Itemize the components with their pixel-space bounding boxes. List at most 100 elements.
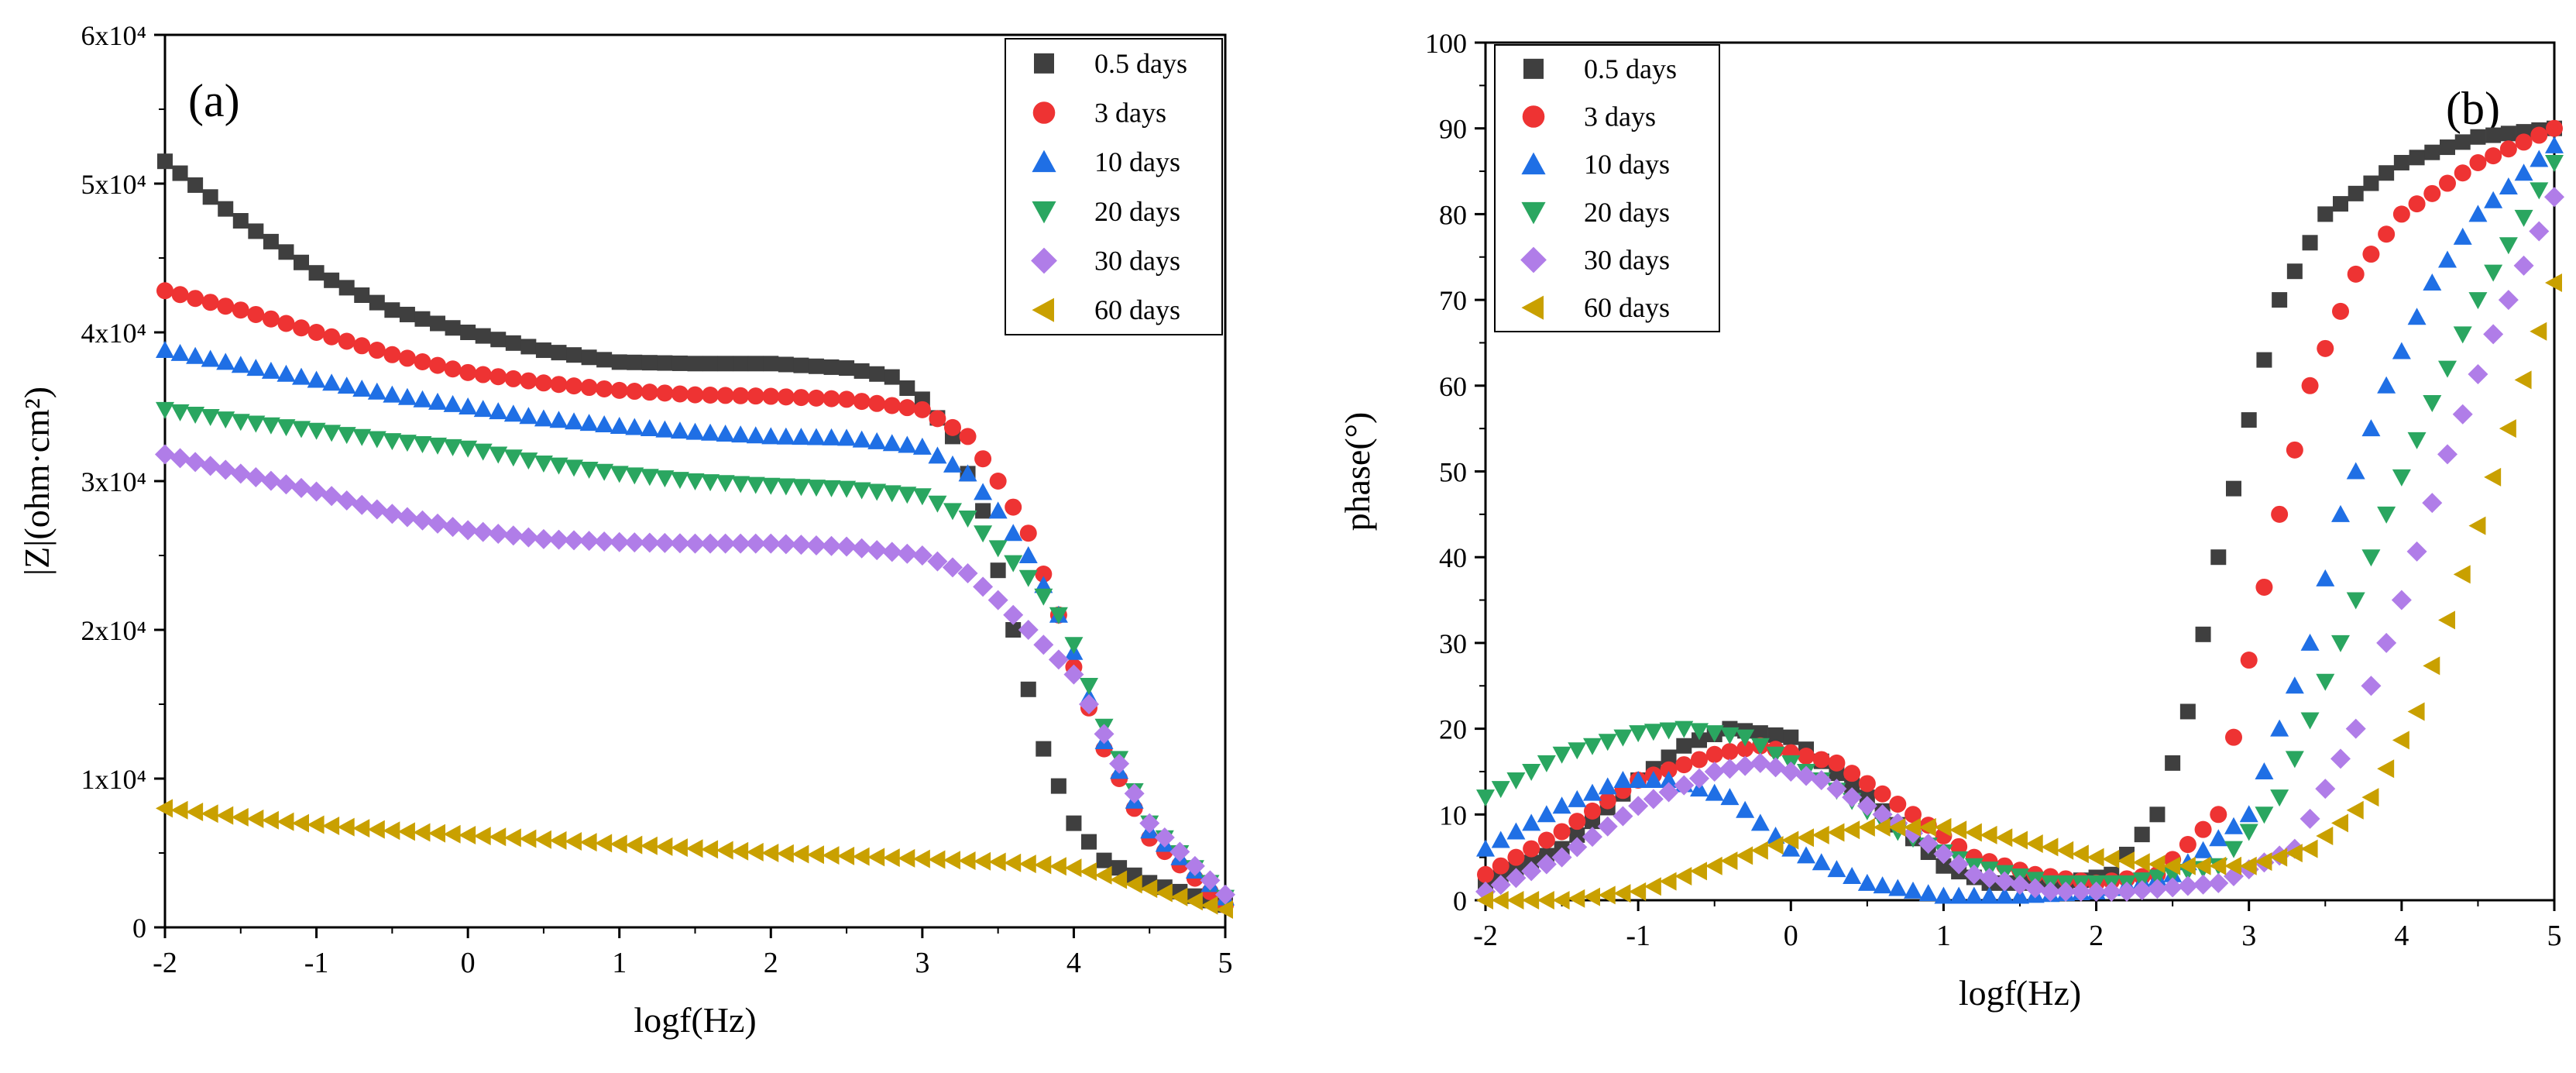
y-tick-label: 0 <box>1453 886 1467 917</box>
data-point <box>2407 702 2425 721</box>
data-point <box>1765 757 1786 778</box>
data-point <box>2149 806 2166 823</box>
data-point <box>731 476 750 494</box>
data-point <box>2407 308 2427 325</box>
data-point <box>1033 635 1054 655</box>
data-point <box>1110 870 1128 889</box>
data-point <box>2178 856 2196 875</box>
data-point <box>261 810 279 830</box>
data-point <box>201 294 219 311</box>
data-point <box>2255 578 2273 596</box>
data-point <box>246 809 264 828</box>
data-point <box>428 437 448 455</box>
data-point <box>185 452 206 473</box>
data-point <box>1643 771 1663 789</box>
data-point <box>778 356 794 373</box>
data-point <box>1598 734 1617 751</box>
data-point <box>292 367 311 385</box>
data-point <box>1750 752 1771 773</box>
data-point <box>1552 746 1571 764</box>
data-point <box>1690 861 1707 881</box>
data-point <box>397 822 415 841</box>
data-point <box>579 462 599 480</box>
legend-label: 20 days <box>1584 197 1670 228</box>
data-point <box>533 528 554 549</box>
data-point <box>1064 858 1082 878</box>
data-point <box>1567 837 1588 858</box>
data-point <box>549 457 568 475</box>
data-point <box>594 531 615 552</box>
data-point <box>443 394 462 412</box>
legend-marker <box>1520 246 1547 273</box>
data-point <box>564 530 585 551</box>
data-point <box>306 481 327 502</box>
y-tick-label: 0 <box>132 913 146 944</box>
data-point <box>2392 731 2409 750</box>
data-point <box>2179 703 2196 720</box>
x-tick-label: -2 <box>1473 920 1498 952</box>
data-point <box>1020 681 1036 697</box>
x-tick-label: 5 <box>2547 920 2562 952</box>
data-point <box>837 428 857 446</box>
data-point <box>1995 828 2013 848</box>
data-point <box>793 357 809 373</box>
data-point <box>1200 870 1221 891</box>
data-point <box>1490 875 1511 896</box>
data-point <box>503 449 523 467</box>
data-point <box>2363 175 2379 191</box>
data-point <box>1629 725 1648 743</box>
data-point <box>610 416 629 434</box>
data-point <box>777 388 795 406</box>
data-point <box>1598 777 1617 795</box>
data-point <box>959 428 977 445</box>
data-point <box>747 387 764 405</box>
data-point <box>775 534 796 555</box>
data-point <box>898 435 917 453</box>
data-point <box>1491 891 1509 910</box>
data-point <box>958 511 977 528</box>
data-point <box>2331 813 2348 833</box>
data-point <box>988 540 1008 558</box>
data-point <box>2102 849 2120 868</box>
data-point <box>1078 694 1099 714</box>
data-point <box>2239 824 2258 841</box>
data-point <box>2316 826 2334 845</box>
data-point <box>987 590 1008 610</box>
data-point <box>1036 741 1052 757</box>
data-point <box>368 342 386 359</box>
data-point <box>1994 871 2015 892</box>
data-point <box>685 839 703 858</box>
data-point <box>912 437 932 455</box>
data-point <box>2545 273 2562 292</box>
data-point <box>806 480 826 497</box>
data-point <box>1096 852 1112 868</box>
data-point <box>1933 844 1954 865</box>
data-point <box>1049 607 1068 624</box>
data-point <box>201 804 218 824</box>
data-point <box>974 483 993 500</box>
data-point <box>898 848 915 868</box>
data-point <box>791 535 812 555</box>
data-point <box>307 422 326 440</box>
legend-label: 60 days <box>1094 294 1180 325</box>
data-point <box>2210 549 2227 566</box>
data-point <box>745 533 766 554</box>
data-point <box>884 369 900 385</box>
data-point <box>655 420 675 438</box>
legend-label: 10 days <box>1584 149 1670 180</box>
data-point <box>505 335 521 351</box>
data-point <box>2040 881 2061 902</box>
data-point <box>1798 748 1815 765</box>
data-point <box>2423 394 2442 412</box>
data-point <box>1736 740 1754 758</box>
data-point <box>687 356 703 372</box>
legend-marker <box>1032 297 1054 322</box>
data-point <box>2530 150 2549 167</box>
y-tick-label: 4x10⁴ <box>81 318 146 349</box>
data-point <box>170 343 190 361</box>
data-point <box>641 355 658 371</box>
data-point <box>624 532 645 553</box>
data-point <box>459 825 476 844</box>
data-point <box>2224 856 2241 875</box>
data-point <box>1643 877 1661 896</box>
